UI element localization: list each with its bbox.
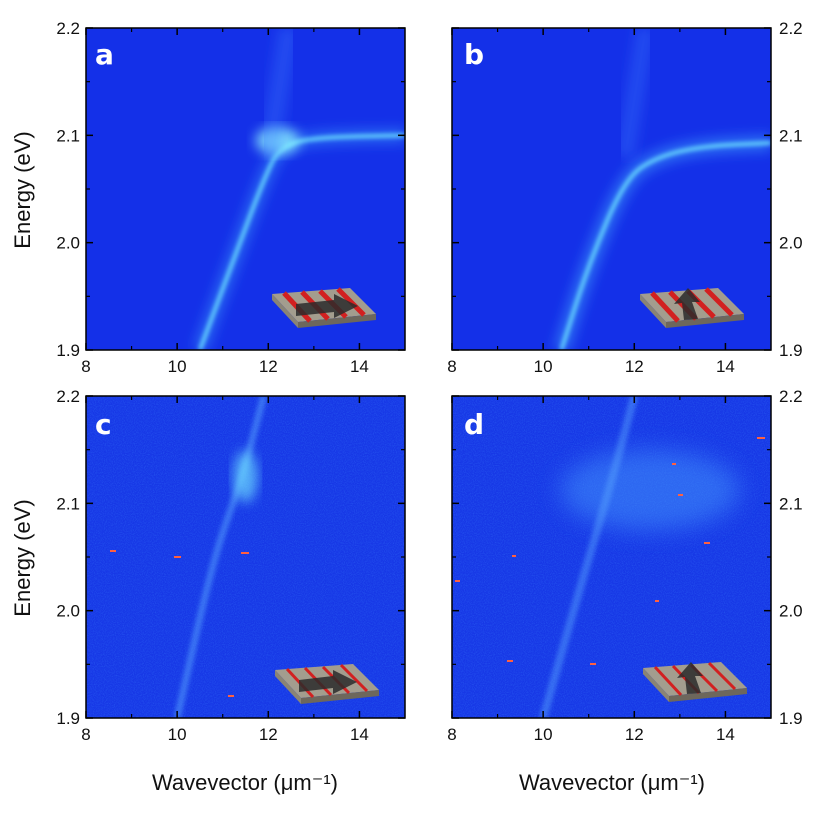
panel-b-x-tick-label: 12 xyxy=(625,357,644,376)
panel-c-y-tick-label: 2.0 xyxy=(56,602,80,621)
panel-c-hotspot xyxy=(233,450,258,503)
panel-c-inset-arrow-right xyxy=(299,670,357,694)
panel-d-y-tick-label: 1.9 xyxy=(779,709,803,728)
panel-c-y-tick-label: 1.9 xyxy=(56,709,80,728)
panel-b-upper-branch xyxy=(616,28,655,159)
panel-d-inset-device xyxy=(643,661,747,702)
panel-a-y-axis-title: Energy (eV) xyxy=(10,131,35,248)
panel-a-y-tick-label: 2.1 xyxy=(56,126,80,145)
panel-d-broad-glow xyxy=(560,450,740,530)
panel-d-y-tick-label: 2.1 xyxy=(779,494,803,513)
panel-c-x-axis-title: Wavevector (μm⁻¹) xyxy=(152,770,338,795)
panel-a: a xyxy=(85,27,406,351)
panel-a-y-tick-label: 1.9 xyxy=(56,341,80,360)
panel-a-x-tick-label: 12 xyxy=(259,357,278,376)
panel-a-upper-branch xyxy=(258,28,299,159)
panel-a-x-tick-label: 8 xyxy=(81,357,90,376)
panel-c-y-tick-label: 2.1 xyxy=(56,494,80,513)
panel-c-inset-device xyxy=(275,663,379,704)
panel-c-y-tick-label: 2.2 xyxy=(56,387,80,406)
panel-d-x-tick-label: 10 xyxy=(534,725,553,744)
panel-c-y-axis-title: Energy (eV) xyxy=(10,499,35,616)
panel-b-x-tick-label: 10 xyxy=(534,357,553,376)
panel-d-mode-line xyxy=(539,396,639,718)
panel-a-x-tick-label: 10 xyxy=(168,357,187,376)
panel-b-inset-device xyxy=(640,287,744,328)
axes-layer: 8 10 12 141.92.02.12.28 10 12 141.92.02.12.28 1… xyxy=(56,19,802,744)
panel-c-x-tick-label: 14 xyxy=(350,725,369,744)
panel-c: c xyxy=(85,395,406,719)
panel-b-y-tick-label: 2.1 xyxy=(779,126,803,145)
panel-a-inset-arrow-right xyxy=(296,294,358,318)
panel-d-y-tick-label: 2.0 xyxy=(779,602,803,621)
panel-b-y-tick-label: 1.9 xyxy=(779,341,803,360)
panel-d-x-tick-label: 8 xyxy=(447,725,456,744)
panel-c-letter: c xyxy=(95,408,112,441)
panel-d-y-tick-label: 2.2 xyxy=(779,387,803,406)
panel-d-inset-arrow-up xyxy=(677,662,703,694)
panel-a-y-tick-label: 2.2 xyxy=(56,19,80,38)
panel-c-x-tick-label: 8 xyxy=(81,725,90,744)
panel-b-x-tick-label: 8 xyxy=(447,357,456,376)
panel-d-letter: d xyxy=(464,408,484,441)
panel-a-letter: a xyxy=(95,38,114,71)
panel-b-y-tick-label: 2.2 xyxy=(779,19,803,38)
panel-c-noise-specks xyxy=(110,550,249,697)
panel-b-letter: b xyxy=(464,38,484,71)
panel-c-x-tick-label: 10 xyxy=(168,725,187,744)
panel-d-x-tick-label: 14 xyxy=(716,725,735,744)
panel-b-inset-arrow-up xyxy=(674,288,700,320)
panel-b-y-tick-label: 2.0 xyxy=(779,234,803,253)
panel-d-x-tick-label: 12 xyxy=(625,725,644,744)
panel-d-x-axis-title: Wavevector (μm⁻¹) xyxy=(519,770,705,795)
panel-b: b xyxy=(451,27,772,351)
panel-a-inset-device xyxy=(272,287,376,328)
panel-c-x-tick-label: 12 xyxy=(259,725,278,744)
panel-d-noise-specks xyxy=(455,437,765,665)
panel-d: d xyxy=(451,395,772,719)
panel-a-x-tick-label: 14 xyxy=(350,357,369,376)
panel-a-mode-line xyxy=(198,133,405,350)
panel-b-x-tick-label: 14 xyxy=(716,357,735,376)
panel-b-mode-line xyxy=(559,140,771,350)
panel-a-y-tick-label: 2.0 xyxy=(56,234,80,253)
